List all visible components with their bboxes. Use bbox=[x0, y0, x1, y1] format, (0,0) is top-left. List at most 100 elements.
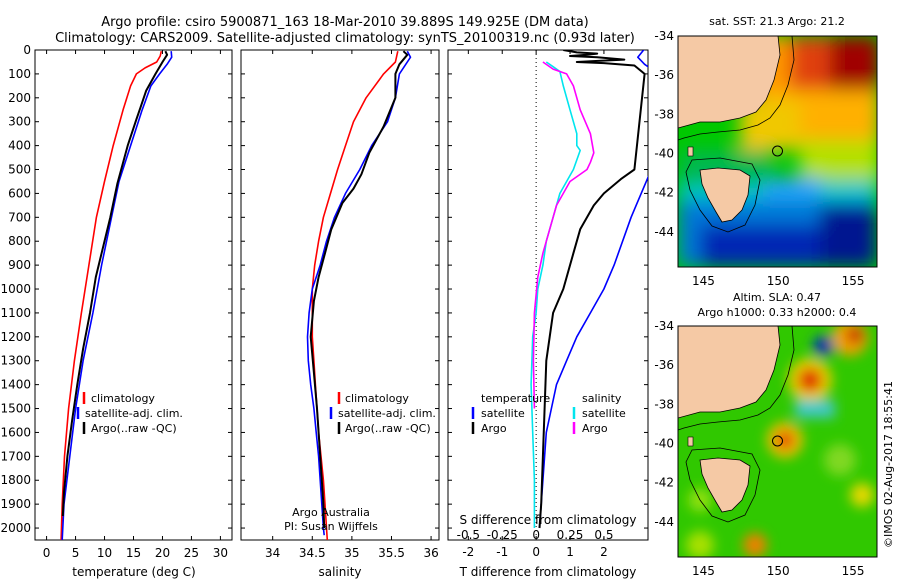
salinity-xtick-label: 34.5 bbox=[299, 546, 326, 560]
legend-label-s-argo: Argo bbox=[582, 422, 608, 435]
difference-series-temperature-argo bbox=[538, 50, 646, 529]
legend-label-satellite: satellite-adj. clim. bbox=[85, 407, 183, 420]
map-lat-tick-label: -38 bbox=[654, 107, 674, 121]
depth-tick-label: 1700 bbox=[0, 449, 31, 463]
map-lon-tick-label: 155 bbox=[842, 564, 865, 578]
map-lat-tick-label: -40 bbox=[654, 146, 674, 160]
king-island bbox=[687, 436, 694, 447]
difference-series-salinity-satellite bbox=[530, 61, 582, 528]
tasmania-contour bbox=[685, 447, 761, 523]
salinity-xtick-label: 34 bbox=[265, 546, 280, 560]
depth-tick-label: 1500 bbox=[0, 402, 31, 416]
salinity-xtick-label: 35.5 bbox=[378, 546, 405, 560]
difference-xtick-label: 1 bbox=[566, 545, 574, 559]
shelf-contour bbox=[678, 36, 795, 141]
map-lat-tick-label: -42 bbox=[654, 476, 674, 490]
depth-tick-label: 900 bbox=[8, 258, 31, 272]
salinity-series-group bbox=[306, 50, 412, 540]
map-lat-tick-label: -44 bbox=[654, 225, 674, 239]
depth-tick-label: 0 bbox=[23, 43, 31, 57]
sst-map bbox=[678, 36, 877, 267]
depth-tick-label: 500 bbox=[8, 163, 31, 177]
temperature-series-climatology bbox=[60, 51, 163, 540]
map-lon-tick-label: 150 bbox=[767, 274, 790, 288]
depth-tick-label: 200 bbox=[8, 91, 31, 105]
sla-map-title-line2: Argo h1000: 0.33 h2000: 0.4 bbox=[698, 306, 857, 319]
difference-axes bbox=[447, 49, 649, 541]
tasmania bbox=[699, 457, 751, 513]
shelf-contour bbox=[678, 326, 795, 431]
map-lon-tick-label: 150 bbox=[767, 564, 790, 578]
temperature-xtick-label: 5 bbox=[72, 546, 80, 560]
sst-map-title: sat. SST: 21.3 Argo: 21.2 bbox=[709, 15, 845, 28]
depth-tick-label: 100 bbox=[8, 67, 31, 81]
temperature-xtick-label: 0 bbox=[43, 546, 51, 560]
legend-label-t-argo: Argo bbox=[481, 422, 507, 435]
temperature-xlabel: temperature (deg C) bbox=[72, 565, 195, 579]
map-lat-tick-label: -34 bbox=[654, 29, 674, 43]
map-lat-tick-label: -44 bbox=[654, 515, 674, 529]
depth-tick-label: 1100 bbox=[0, 306, 31, 320]
sla-map bbox=[678, 326, 877, 557]
profile-lines bbox=[60, 50, 648, 540]
legend-label-s-satellite: satellite bbox=[582, 407, 626, 420]
salinity-series-satellite-adj-clim- bbox=[306, 50, 412, 536]
legend-label-climatology: climatology bbox=[345, 392, 409, 405]
salinity-xtick-label: 36 bbox=[423, 546, 438, 560]
depth-tick-label: 600 bbox=[8, 186, 31, 200]
salinity-legend: climatology satellite-adj. clim. Argo(..… bbox=[329, 392, 436, 435]
depth-tick-label: 300 bbox=[8, 115, 31, 129]
difference-xtick-label: -2 bbox=[462, 545, 474, 559]
temperature-xtick-label: 15 bbox=[126, 546, 141, 560]
depth-tick-label: 700 bbox=[8, 210, 31, 224]
depth-tick-label: 400 bbox=[8, 139, 31, 153]
temperature-xtick-label: 30 bbox=[213, 546, 228, 560]
float-position-marker-sst bbox=[772, 145, 783, 157]
temperature-legend: climatology satellite-adj. clim. Argo(..… bbox=[76, 392, 183, 435]
float-position-marker-sla bbox=[772, 435, 783, 447]
legend-label-t-satellite: satellite bbox=[481, 407, 525, 420]
figure-title-line2: Climatology: CARS2009. Satellite-adjuste… bbox=[55, 31, 635, 46]
salinity-axes bbox=[240, 49, 440, 541]
argo-australia-label: Argo Australia bbox=[292, 506, 370, 519]
temperature-xtick-label: 10 bbox=[97, 546, 112, 560]
salinity-diff-tick-label: -0.25 bbox=[487, 528, 518, 542]
difference-series-group bbox=[530, 50, 648, 529]
mainland-australia bbox=[678, 326, 781, 419]
temperature-xtick-label: 25 bbox=[184, 546, 199, 560]
legend-label-argo: Argo(..raw -QC) bbox=[345, 422, 431, 435]
temperature-xtick-label: 20 bbox=[155, 546, 170, 560]
mainland-australia bbox=[678, 36, 781, 129]
temperature-series-argo-raw-qc- bbox=[61, 50, 169, 517]
salinity-xlabel: salinity bbox=[318, 565, 361, 579]
difference-series-salinity-argo bbox=[532, 61, 595, 409]
depth-tick-label: 1900 bbox=[0, 497, 31, 511]
map-lon-tick-label: 155 bbox=[842, 274, 865, 288]
difference-legend: temperature satellite Argo salinity sate… bbox=[471, 392, 626, 435]
tasmania bbox=[699, 167, 751, 223]
depth-tick-label: 1600 bbox=[0, 425, 31, 439]
sla-map-frame bbox=[677, 325, 878, 558]
map-lat-tick-label: -36 bbox=[654, 68, 674, 82]
sla-map-title-line1: Altim. SLA: 0.47 bbox=[733, 291, 821, 304]
map-lat-tick-label: -42 bbox=[654, 186, 674, 200]
salinity-diff-tick-label: -0.5 bbox=[457, 528, 480, 542]
axis-ticks: 0 5 10 15 20 25 300100200300400500600700800900… bbox=[0, 29, 864, 578]
sst-map-frame bbox=[677, 35, 878, 268]
map-lat-tick-label: -40 bbox=[654, 436, 674, 450]
map-lon-tick-label: 145 bbox=[692, 564, 715, 578]
map-lat-tick-label: -38 bbox=[654, 397, 674, 411]
depth-tick-label: 1200 bbox=[0, 330, 31, 344]
salinity-diff-tick-label: 0 bbox=[532, 528, 540, 542]
temperature-series-group bbox=[60, 50, 173, 540]
temperature-series-satellite-adj-clim- bbox=[61, 51, 173, 540]
legend-label-satellite: satellite-adj. clim. bbox=[338, 407, 436, 420]
depth-tick-label: 1000 bbox=[0, 282, 31, 296]
salinity-diff-tick-label: 0.25 bbox=[557, 528, 584, 542]
difference-xtick-label: -1 bbox=[496, 545, 508, 559]
difference-xtick-label: 2 bbox=[600, 545, 608, 559]
salinity-diff-tick-label: 0.5 bbox=[594, 528, 613, 542]
depth-tick-label: 800 bbox=[8, 234, 31, 248]
map-lon-tick-label: 145 bbox=[692, 274, 715, 288]
